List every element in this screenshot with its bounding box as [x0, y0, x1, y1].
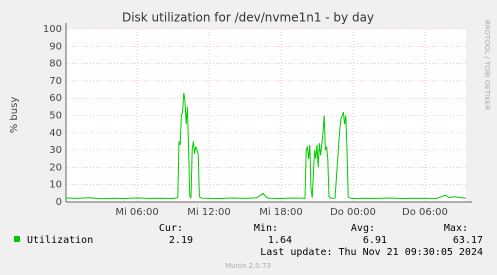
y-tick-label: 20	[49, 162, 62, 173]
stat-label: Max:	[444, 223, 468, 234]
y-tick-label: 40	[49, 128, 62, 139]
x-tick-label: Do 06:00	[402, 207, 448, 218]
y-tick-label: 30	[49, 145, 62, 156]
stat-label: Cur:	[159, 223, 183, 234]
side-note: RRDTOOL / TOBI OETIKER	[483, 20, 491, 110]
x-tick-label: Mi 12:00	[187, 207, 230, 218]
stat-value: 2.19	[169, 235, 193, 246]
y-tick-label: 0	[56, 197, 62, 208]
data-line	[66, 92, 466, 200]
y-tick-label: 90	[49, 41, 62, 52]
stat-value: 1.64	[268, 235, 292, 246]
stat-value: 6.91	[363, 235, 387, 246]
last-update: Last update: Thu Nov 21 09:30:05 2024	[260, 247, 483, 258]
footer: Munin 2.0.73	[225, 262, 271, 270]
y-tick-label: 10	[49, 180, 62, 191]
chart-title: Disk utilization for /dev/nvme1n1 - by d…	[122, 11, 374, 25]
y-axis-label: % busy	[9, 97, 20, 134]
stat-label: Avg:	[351, 223, 375, 234]
y-tick-label: 50	[49, 111, 62, 122]
legend-label: Utilization	[27, 235, 93, 246]
stat-value: 63.17	[453, 235, 483, 246]
y-tick-label: 60	[49, 93, 62, 104]
y-tick-label: 70	[49, 76, 62, 87]
stat-label: Min:	[254, 223, 278, 234]
y-tick-label: 80	[49, 59, 62, 70]
legend-swatch	[14, 236, 20, 242]
x-tick-label: Do 00:00	[330, 207, 376, 218]
y-tick-label: 100	[43, 24, 62, 35]
x-tick-label: Mi 18:00	[259, 207, 302, 218]
x-tick-label: Mi 06:00	[115, 207, 158, 218]
